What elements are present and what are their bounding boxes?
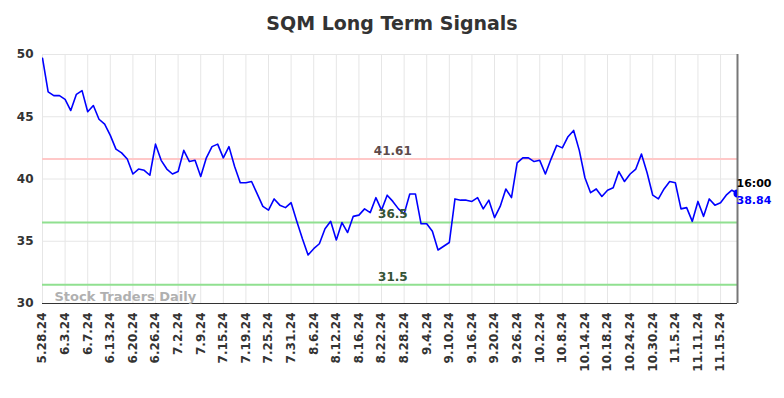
- svg-text:10.30.24: 10.30.24: [646, 313, 660, 372]
- svg-text:9.26.24: 9.26.24: [510, 313, 524, 364]
- svg-text:7.25.24: 7.25.24: [261, 313, 275, 364]
- svg-text:11.11.24: 11.11.24: [691, 313, 705, 372]
- svg-text:8.28.24: 8.28.24: [397, 313, 411, 364]
- svg-text:6.26.24: 6.26.24: [148, 313, 162, 364]
- svg-text:38.84: 38.84: [737, 194, 772, 207]
- svg-text:6.7.24: 6.7.24: [81, 313, 95, 356]
- svg-text:36.5: 36.5: [378, 207, 408, 221]
- svg-text:16:00: 16:00: [737, 177, 772, 190]
- svg-text:6.20.24: 6.20.24: [126, 313, 140, 364]
- svg-text:10.2.24: 10.2.24: [533, 313, 547, 364]
- svg-text:35: 35: [17, 234, 34, 248]
- svg-text:30: 30: [17, 296, 34, 310]
- svg-text:8.12.24: 8.12.24: [329, 313, 343, 364]
- svg-text:10.8.24: 10.8.24: [555, 313, 569, 364]
- svg-text:40: 40: [17, 172, 34, 186]
- svg-text:50: 50: [17, 47, 34, 61]
- svg-text:11.15.24: 11.15.24: [713, 313, 727, 372]
- html-text:SQM Long Term Signals: SQM Long Term Signals: [266, 12, 518, 34]
- svg-text:9.10.24: 9.10.24: [442, 313, 456, 364]
- svg-text:11.5.24: 11.5.24: [668, 313, 682, 364]
- svg-text:9.4.24: 9.4.24: [420, 313, 434, 356]
- svg-text:10.24.24: 10.24.24: [623, 313, 637, 372]
- svg-text:5.28.24: 5.28.24: [35, 313, 49, 364]
- svg-text:10.14.24: 10.14.24: [578, 313, 592, 372]
- svg-text:41.61: 41.61: [374, 144, 412, 158]
- svg-text:6.3.24: 6.3.24: [58, 313, 72, 356]
- svg-text:8.22.24: 8.22.24: [374, 313, 388, 364]
- svg-text:10.18.24: 10.18.24: [600, 313, 614, 372]
- svg-text:8.6.24: 8.6.24: [307, 313, 321, 356]
- svg-text:7.31.24: 7.31.24: [284, 313, 298, 364]
- svg-text:8.16.24: 8.16.24: [352, 313, 366, 364]
- svg-text:7.19.24: 7.19.24: [239, 313, 253, 364]
- svg-text:Stock Traders Daily: Stock Traders Daily: [55, 289, 197, 304]
- svg-text:45: 45: [17, 110, 34, 124]
- svg-text:31.5: 31.5: [378, 270, 408, 284]
- svg-text:7.15.24: 7.15.24: [216, 313, 230, 364]
- svg-text:7.2.24: 7.2.24: [171, 313, 185, 356]
- svg-text:6.13.24: 6.13.24: [103, 313, 117, 364]
- svg-text:9.16.24: 9.16.24: [465, 313, 479, 364]
- svg-text:7.9.24: 7.9.24: [194, 313, 208, 356]
- svg-text:9.20.24: 9.20.24: [487, 313, 501, 364]
